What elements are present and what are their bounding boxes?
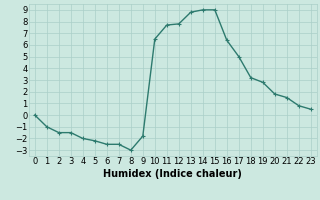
X-axis label: Humidex (Indice chaleur): Humidex (Indice chaleur) bbox=[103, 169, 242, 179]
